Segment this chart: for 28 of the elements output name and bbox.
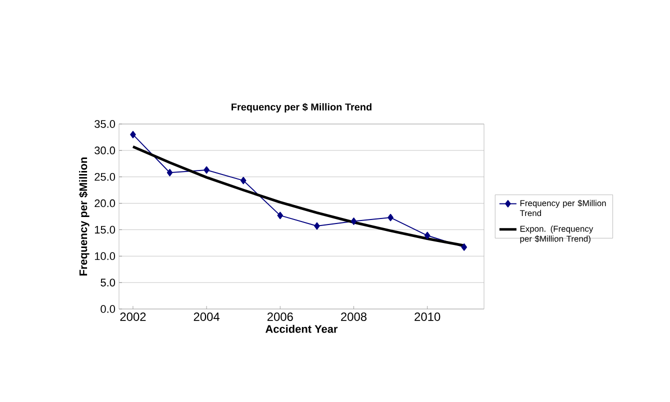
point xyxy=(461,243,468,251)
y-axis-title: Frequency per $Million xyxy=(78,158,90,276)
chart-title: Frequency per $ Million Trend xyxy=(232,103,372,112)
x-axis-title: Accident Year xyxy=(266,324,338,333)
point xyxy=(204,166,210,174)
legend-label: Expon. (Frequency per $Million Trend) xyxy=(520,226,594,244)
y-tick-label: 25.0 xyxy=(94,172,116,181)
point xyxy=(350,218,357,225)
y-tick-label: 35.0 xyxy=(94,120,116,128)
point xyxy=(424,232,430,240)
point xyxy=(277,212,284,220)
point xyxy=(130,130,136,138)
y-tick-label: 0.0 xyxy=(100,305,116,313)
y-tick-label: 15.0 xyxy=(94,226,116,234)
y-tick-label: 20.0 xyxy=(94,199,116,208)
y-tick-label: 10.0 xyxy=(94,252,116,260)
point xyxy=(388,214,394,222)
x-tick-label: 2002 xyxy=(120,312,146,321)
legend-label: Frequency per $Million Trend xyxy=(520,200,606,216)
point xyxy=(240,176,246,184)
y-tick-label: 30.0 xyxy=(94,146,116,154)
x-tick-label: 2004 xyxy=(194,312,220,321)
point xyxy=(166,168,173,176)
x-tick-label: 2008 xyxy=(341,312,367,321)
point xyxy=(314,222,320,230)
x-tick-label: 2006 xyxy=(267,312,293,321)
x-tick-label: 2010 xyxy=(414,312,440,321)
y-tick-label: 5.0 xyxy=(100,278,116,286)
